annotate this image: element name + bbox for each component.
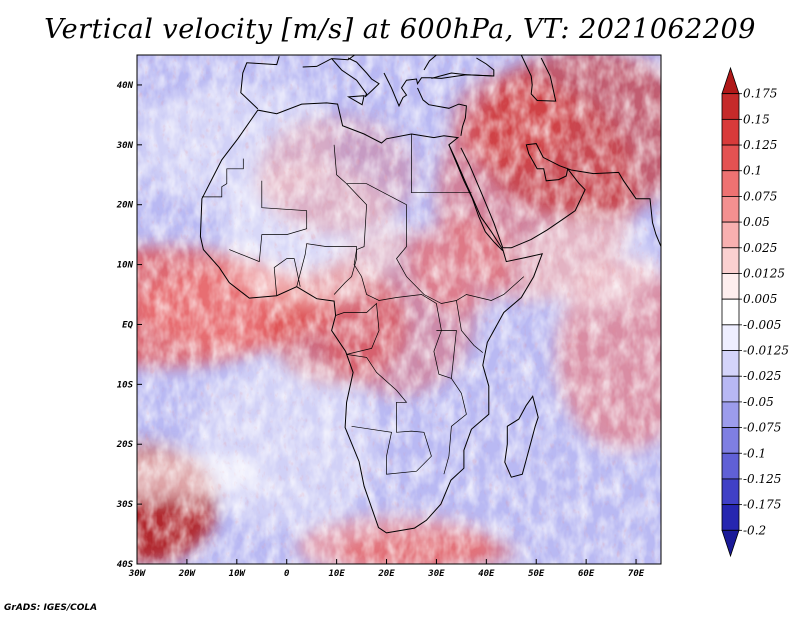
lon-tick-label: 40E [478,569,495,579]
colorbar-segment [721,324,740,351]
africa-coastline [199,102,543,534]
colorbar-label: -0.2 [743,523,766,537]
colorbar-segment [721,478,740,506]
country-border [456,300,484,353]
colorbar-segment [721,66,740,95]
colorbar-segment [721,427,740,454]
caspian-coastline [520,55,557,102]
lat-tick-label: EQ [122,320,133,330]
colorbar-segment [721,221,740,249]
arabia-coastline [460,143,661,249]
lat-tick-label: 30N [116,141,134,151]
country-border [335,302,380,355]
colorbar-label: 0.075 [743,189,777,203]
colorbar-label: 0.15 [743,112,770,126]
colorbar-label: -0.075 [743,421,781,435]
sicily-coastline [346,95,365,106]
colorbar-label: 0.0125 [743,266,785,280]
colorbar-label: -0.1 [743,446,766,460]
colorbar-segment [721,350,740,377]
lon-tick-label: 10W [229,569,247,579]
lon-tick-label: 60E [578,569,595,579]
lon-tick-label: 10E [328,569,345,579]
madagascar-coastline [504,395,539,478]
colorbar-label: 0.175 [743,87,777,101]
lat-tick-label: 40N [117,81,134,91]
lon-tick-label: 0 [284,569,290,579]
lon-axis: 30W 20W 10W 0 10E 20E 30E 40E 50E 60E 70E [128,559,645,579]
colorbar-label: -0.005 [743,318,781,332]
lat-tick-label: 10N [117,261,134,271]
colorbar-segment [721,401,740,428]
colorbar-label: 0.125 [743,138,777,152]
italy-coastline [331,57,380,98]
country-border [229,180,308,263]
lat-tick-label: 30S [116,500,134,510]
colorbar-label: -0.025 [743,369,781,383]
colorbar-segment [721,452,740,480]
country-border [346,183,467,475]
colorbar-segment [721,247,740,274]
iberia-coastline [240,56,280,110]
credit-text: GrADS: IGES/COLA [4,603,98,613]
colorbar-segment [721,196,740,223]
country-border [346,354,432,475]
lon-tick-label: 50E [528,569,545,579]
lon-tick-label: 30E [427,569,445,579]
coastlines [199,55,661,534]
lat-tick-label: 20N [116,201,134,211]
country-border [333,144,525,304]
country-border [273,258,301,296]
country-border [201,158,244,198]
colorbar-segment [721,144,740,172]
france-coastline [302,55,362,68]
colorbar-label: -0.125 [743,472,781,486]
lat-tick-label: 10S [117,380,134,390]
colorbar-segment [721,93,740,120]
black-sea-coastline [423,55,452,71]
colorbar-segment [721,170,740,197]
colorbar-label: -0.0125 [743,344,789,358]
country-border [411,134,472,194]
colorbar-label: 0.005 [743,292,777,306]
lat-tick-label: 20S [116,440,134,450]
colorbar-label: 0.025 [743,241,777,255]
colorbar-segment [721,298,740,326]
lon-tick-label: 20W [178,569,197,579]
colorbar: 0.175 0.15 0.125 0.1 0.075 0.05 0.025 0.0125 0.0… [721,66,789,558]
colorbar-label: 0.1 [743,164,762,178]
velocity-field [137,55,661,564]
colorbar-segment [721,375,740,403]
lon-tick-label: 70E [628,569,645,579]
colorbar-label: 0.05 [743,215,770,229]
colorbar-segment [721,273,740,300]
map-frame [136,54,662,565]
country-border [296,243,357,295]
country-border [436,330,457,379]
turkey-coastline [417,87,467,136]
chart-title: Vertical velocity [m/s] at 600hPa, VT: 2… [44,14,756,45]
balkan-coastline [383,72,494,108]
lon-tick-label: 20E [377,569,395,579]
lat-axis: 40N 30N 20N 10N EQ 10S 20S 30S 40S [116,81,142,570]
colorbar-label: -0.05 [743,395,774,409]
lat-tick-label: 40S [117,560,134,570]
black-sea-south-coastline [431,57,495,79]
colorbar-segment [721,504,740,531]
lon-tick-label: 30W [128,569,147,579]
colorbar-segment [721,529,740,558]
colorbar-label: -0.175 [743,498,781,512]
colorbar-segment [721,118,740,146]
red-sea-coastline [448,144,504,252]
